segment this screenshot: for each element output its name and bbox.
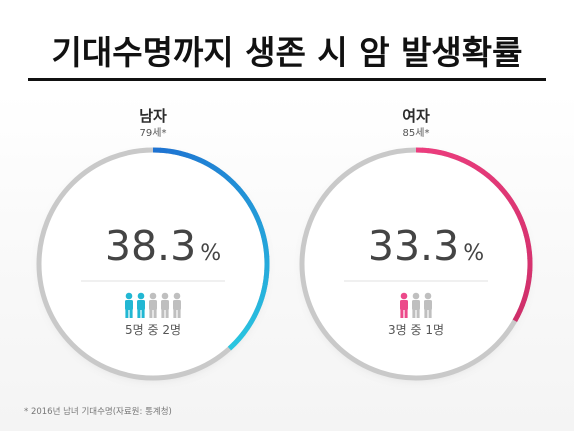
person-icon bbox=[400, 292, 408, 318]
gender-label-female: 여자 bbox=[402, 107, 430, 125]
people-icons bbox=[400, 292, 432, 318]
person-icon bbox=[412, 292, 420, 318]
value-label: 38.3% bbox=[105, 222, 221, 270]
age-label-male: 79세* bbox=[139, 128, 167, 139]
gender-label-male: 남자 bbox=[139, 107, 167, 125]
people-icons bbox=[125, 292, 181, 318]
value-arc bbox=[415, 147, 533, 323]
chart-male: 38.3 % 5명 중 2명 bbox=[36, 147, 270, 381]
person-icon bbox=[125, 292, 133, 318]
value-label: 33.3% bbox=[368, 222, 484, 270]
title-area: 기대수명까지 생존 시 암 발생확률 bbox=[0, 0, 574, 92]
chart-female: 33.3 % 3명 중 1명 bbox=[299, 147, 533, 381]
chart-face bbox=[304, 152, 528, 376]
caption-label: 3명 중 1명 bbox=[388, 323, 444, 337]
person-icon bbox=[424, 292, 432, 318]
page-title: 기대수명까지 생존 시 암 발생확률 bbox=[51, 33, 523, 72]
value-arc bbox=[152, 147, 270, 351]
person-icon bbox=[161, 292, 169, 318]
person-icon bbox=[137, 292, 145, 318]
age-label-female: 85세* bbox=[402, 128, 430, 139]
person-icon bbox=[173, 292, 181, 318]
footnote: * 2016년 남녀 기대수명(자료원: 통계청) bbox=[24, 407, 172, 417]
caption-label: 5명 중 2명 bbox=[125, 323, 181, 337]
title-underline bbox=[28, 78, 546, 81]
chart-face bbox=[41, 152, 265, 376]
person-icon bbox=[149, 292, 157, 318]
